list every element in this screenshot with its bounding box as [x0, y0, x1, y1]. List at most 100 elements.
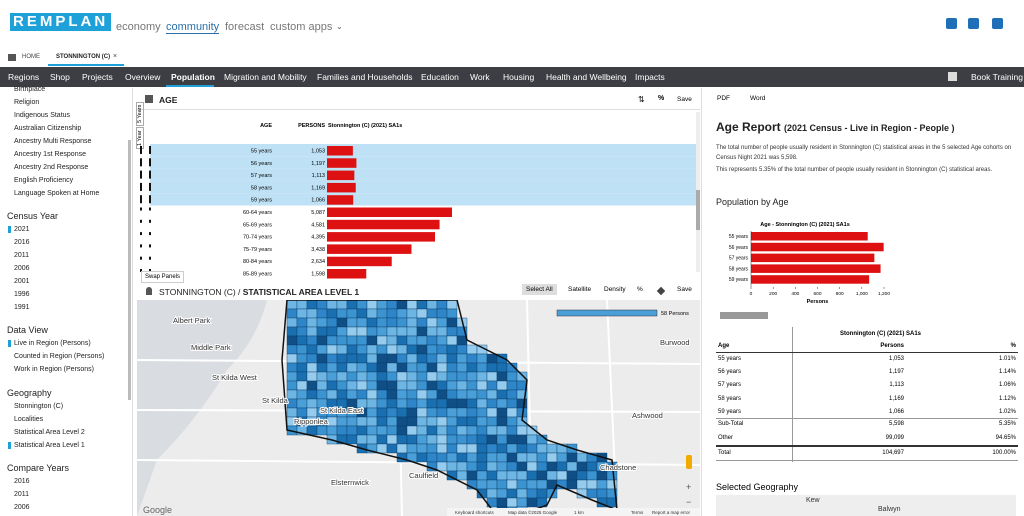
sidebar-link[interactable]: Language Spoken at Home: [14, 190, 100, 197]
sidebar-item[interactable]: Live in Region (Persons): [8, 340, 91, 347]
map-cell: [496, 452, 508, 463]
map-cell: [286, 326, 298, 337]
map-cell: [586, 488, 598, 499]
section-title[interactable]: Compare Years: [7, 463, 70, 473]
sidebar-link[interactable]: Ancestry 2nd Response: [14, 164, 89, 171]
sidebar-link[interactable]: Religion: [14, 99, 40, 106]
map-button[interactable]: Density: [604, 286, 626, 293]
map-cell: [326, 416, 338, 427]
menu-item[interactable]: Families and Households: [317, 72, 413, 82]
sidebar-item[interactable]: 2006: [14, 265, 30, 272]
export[interactable]: Word: [750, 95, 766, 102]
map-cell: [506, 416, 518, 427]
menu-item[interactable]: Education: [421, 72, 459, 82]
tick-dash: [140, 244, 142, 248]
crumb[interactable]: STONNINGTON (C): [56, 54, 111, 60]
sidebar-item[interactable]: 1991: [14, 304, 30, 311]
table-cell: 94.65%: [995, 434, 1016, 441]
menu-item[interactable]: Health and Wellbeing: [546, 72, 627, 82]
menu-item[interactable]: Impacts: [635, 72, 665, 82]
sidebar-item[interactable]: Localities: [14, 416, 44, 423]
region-outline: [281, 300, 618, 516]
nav-link[interactable]: community: [166, 21, 220, 34]
sidebar-item[interactable]: 2001: [14, 278, 30, 285]
map-cell: [296, 353, 308, 364]
section-title[interactable]: Data View: [7, 325, 48, 335]
age-label: 55 years: [251, 149, 272, 155]
sidebar-link[interactable]: Ancestry 1st Response: [14, 151, 86, 158]
menu-item[interactable]: Migration and Mobility: [224, 72, 307, 82]
canvas: Albert Park Middle Park St Kilda West St Ki…: [137, 300, 700, 516]
sidebar-item[interactable]: 2011: [14, 491, 30, 498]
sidebar-item[interactable]: Statistical Area Level 2: [14, 429, 85, 436]
nav-link[interactable]: custom apps: [270, 21, 333, 33]
map-button[interactable]: Save: [677, 286, 692, 293]
map-cell: [386, 425, 398, 436]
sidebar-link[interactable]: Indigenous Status: [14, 112, 71, 119]
menu-item[interactable]: Regions: [8, 72, 40, 82]
menu-item[interactable]: Projects: [82, 72, 113, 82]
crumb[interactable]: HOME: [22, 54, 40, 60]
map-cell: [366, 317, 378, 328]
map-cell: [506, 497, 518, 508]
menu-item[interactable]: Overview: [125, 72, 161, 82]
map-button[interactable]: Select All: [522, 284, 557, 295]
map-cell: [326, 425, 338, 436]
section-title[interactable]: Census Year: [7, 211, 59, 221]
sidebar-item[interactable]: 2021: [8, 226, 30, 233]
sidebar-item[interactable]: Counted in Region (Persons): [14, 353, 105, 360]
map-cell: [506, 461, 518, 472]
map-cell: [346, 344, 358, 355]
selected-row: [150, 193, 697, 206]
sidebar-item[interactable]: Work in Region (Persons): [14, 366, 95, 373]
menu-item[interactable]: Housing: [503, 72, 535, 82]
sidebar-link[interactable]: English Proficiency: [14, 177, 74, 184]
map-cell: [496, 461, 508, 472]
nav-link[interactable]: economy: [116, 21, 161, 33]
sidebar-link[interactable]: Australian Citizenship: [14, 125, 82, 132]
place-label: St Kilda East: [320, 406, 364, 415]
sidebar-item[interactable]: Statistical Area Level 1: [8, 442, 85, 449]
tick-dash: [140, 219, 142, 223]
map-cell: [396, 443, 408, 454]
map-cell: [296, 300, 308, 310]
pin: [146, 287, 152, 295]
tick-dash: [149, 256, 151, 260]
map-button[interactable]: %: [637, 286, 643, 293]
sidebar-item[interactable]: 2006: [14, 504, 30, 511]
table-cell: 1.12%: [998, 395, 1016, 402]
sidebar-item[interactable]: 2011: [14, 252, 30, 259]
map-cell: [396, 398, 408, 409]
section-title[interactable]: Geography: [7, 388, 52, 398]
sidebar-link[interactable]: Birthplace: [14, 86, 46, 93]
menu-item[interactable]: Work: [470, 72, 490, 82]
selected-row: [150, 156, 697, 169]
map-cell: [296, 398, 308, 409]
export[interactable]: PDF: [717, 95, 730, 102]
map-button[interactable]: Satellite: [568, 286, 592, 293]
menu-item[interactable]: Book Training: [971, 72, 1023, 82]
toggle[interactable]: 5 Years: [136, 101, 144, 126]
map-cell: [286, 335, 298, 346]
sidebar-item[interactable]: 2016: [14, 478, 30, 485]
map-cell: [396, 300, 408, 310]
action[interactable]: %: [658, 95, 665, 102]
map-cell: [356, 434, 368, 445]
map-cell: [436, 389, 448, 400]
map-cell: [446, 344, 458, 355]
map-cell: [366, 425, 378, 436]
menu-item[interactable]: Shop: [50, 72, 70, 82]
nav-link[interactable]: forecast: [225, 21, 265, 33]
map-cell: [386, 344, 398, 355]
map-cell: [396, 371, 408, 382]
map-cell: [466, 425, 478, 436]
swap-button[interactable]: Swap Panels: [141, 271, 185, 283]
sidebar-link[interactable]: Ancestry Multi Response: [14, 138, 92, 145]
action[interactable]: Save: [677, 96, 692, 103]
menu-item[interactable]: Population: [171, 72, 215, 82]
sidebar-item[interactable]: 2016: [14, 239, 30, 246]
sidebar-item[interactable]: Stonnington (C): [14, 403, 64, 410]
map-cell: [496, 497, 508, 508]
map-cell: [386, 389, 398, 400]
sidebar-item[interactable]: 1996: [14, 291, 30, 298]
